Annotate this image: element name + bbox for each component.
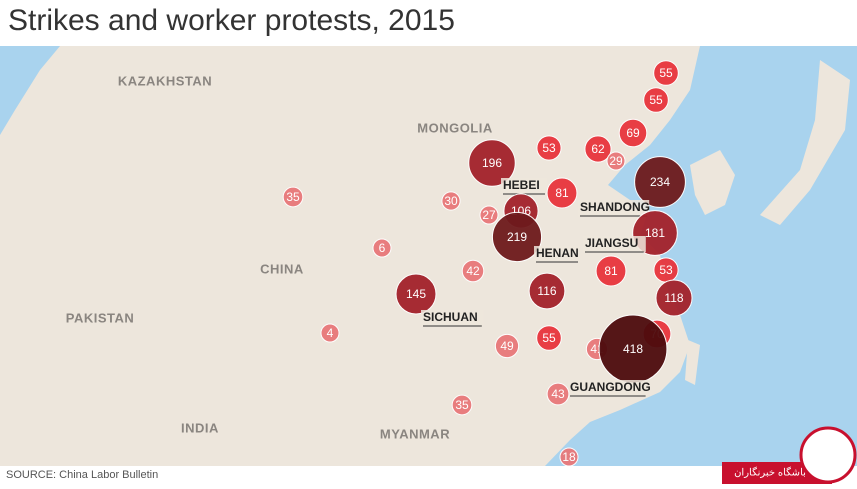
bubble-value: 81 [555, 186, 569, 200]
bubble-value: 30 [444, 194, 458, 208]
bubble-value: 145 [406, 287, 426, 301]
bubble [468, 139, 516, 187]
province-label: HEBEI [503, 178, 540, 192]
bubble [559, 447, 579, 467]
bubble-value: 181 [645, 226, 665, 240]
bubble [494, 333, 520, 359]
province-label: GUANGDONG [570, 380, 651, 394]
bubble [536, 135, 562, 161]
bubble-value: 4 [327, 326, 334, 340]
bubble-value: 55 [542, 331, 556, 345]
bubble-value: 55 [649, 93, 663, 107]
bubble [451, 394, 473, 416]
bubble-value: 6 [379, 241, 386, 255]
bubble-value: 18 [562, 450, 576, 464]
bubble-value: 219 [507, 230, 527, 244]
footer [0, 466, 857, 484]
bubble [655, 279, 693, 317]
bubble-value: 35 [286, 190, 300, 204]
country-label: PAKISTAN [66, 310, 135, 325]
watermark: باشگاه خبرنگاران [734, 467, 806, 479]
title-band [0, 0, 857, 46]
bubble [536, 325, 562, 351]
sea [545, 46, 857, 466]
japan [760, 60, 850, 225]
province-label: JIANGSU [585, 236, 638, 250]
bubble [618, 118, 648, 148]
province-label-bg [421, 310, 484, 326]
source: SOURCE: China Labor Bulletin [6, 469, 158, 481]
taiwan [685, 340, 700, 385]
bubble [653, 60, 679, 86]
bubble-value: 81 [604, 264, 618, 278]
watermark-logo [799, 426, 857, 484]
bubble [584, 135, 612, 163]
country-label: MONGOLIA [417, 120, 493, 135]
bubble [441, 191, 461, 211]
province-label-bg [583, 236, 646, 252]
bubble [634, 156, 686, 208]
bubble-value: 35 [455, 398, 469, 412]
bubble [479, 205, 499, 225]
korea [690, 150, 735, 215]
bubble-value: 118 [664, 291, 683, 305]
province-label-bg [568, 380, 648, 396]
bubble-value: 29 [609, 154, 623, 168]
bubble-value: 418 [623, 342, 643, 356]
bubble-value: 234 [650, 175, 670, 189]
province-label-bg [501, 178, 547, 194]
bubble [528, 272, 566, 310]
country-label: CHINA [260, 261, 304, 276]
title: Strikes and worker protests, 2015 [8, 4, 455, 37]
bubble [643, 87, 669, 113]
bubble-value: 49 [500, 339, 514, 353]
country-label: MYANMAR [380, 426, 450, 441]
bubble-value: 62 [591, 142, 605, 156]
bubble-value: 116 [537, 284, 556, 298]
province-label: SICHUAN [423, 310, 478, 324]
province-label: SHANDONG [580, 200, 650, 214]
sea [0, 46, 60, 135]
bubble [546, 177, 578, 209]
bubble [372, 238, 392, 258]
bubble [606, 151, 626, 171]
bubble-value: 43 [551, 387, 565, 401]
bubble [282, 186, 304, 208]
bubble-value: 42 [466, 264, 480, 278]
country-label: KAZAKHSTAN [118, 73, 212, 88]
bubble-value: 53 [542, 141, 556, 155]
bubble-value: 27 [482, 208, 496, 222]
bubble [595, 255, 627, 287]
province-label-bg [534, 246, 580, 262]
bubble-value: 53 [659, 263, 673, 277]
bubble-value: 55 [659, 66, 673, 80]
province-label: HENAN [536, 246, 579, 260]
bubble [320, 323, 340, 343]
bubble-value: 69 [626, 126, 640, 140]
country-label: INDIA [181, 420, 219, 435]
bubble [461, 259, 485, 283]
bubble [491, 211, 543, 263]
bubble [546, 382, 570, 406]
province-label-bg [578, 200, 650, 216]
bubble-value: 196 [482, 156, 502, 170]
bubble [395, 273, 437, 315]
